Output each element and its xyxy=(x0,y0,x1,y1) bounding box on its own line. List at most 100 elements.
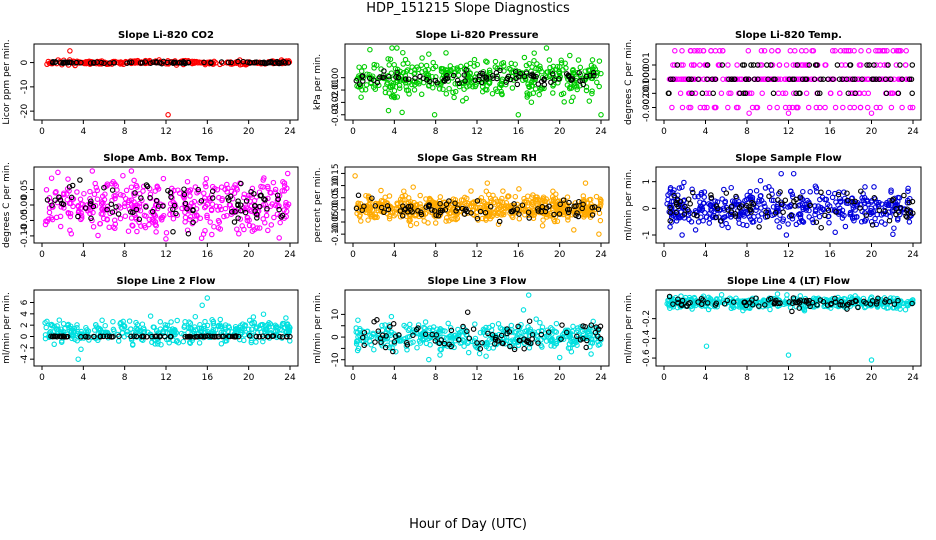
data-point xyxy=(156,334,163,340)
data-point xyxy=(698,204,705,210)
data-point xyxy=(818,189,824,196)
data-point xyxy=(812,208,819,214)
series-all xyxy=(44,48,293,118)
y-tick-label: 6 xyxy=(20,299,30,305)
data-point xyxy=(104,333,110,340)
data-point xyxy=(797,202,803,208)
data-point xyxy=(479,340,485,346)
data-point xyxy=(906,199,912,206)
data-point xyxy=(598,197,604,204)
data-point xyxy=(49,59,56,66)
data-point xyxy=(407,222,414,229)
data-point xyxy=(434,80,440,86)
x-tick-label: 16 xyxy=(824,250,836,260)
data-point xyxy=(741,302,747,309)
data-point xyxy=(65,209,71,216)
data-point xyxy=(786,76,793,82)
data-point xyxy=(48,175,55,181)
data-point xyxy=(174,317,180,324)
data-point xyxy=(462,194,468,201)
data-point xyxy=(790,170,797,177)
data-point xyxy=(787,48,794,54)
data-point xyxy=(204,322,211,329)
data-point xyxy=(173,338,180,345)
y-tick-label: -0.05 xyxy=(331,210,341,233)
data-point xyxy=(367,46,373,53)
data-point xyxy=(385,206,392,213)
data-point xyxy=(738,203,745,209)
data-point xyxy=(408,207,414,213)
data-point xyxy=(593,72,600,79)
data-point xyxy=(796,305,803,311)
data-point xyxy=(74,337,80,344)
data-point xyxy=(679,104,686,111)
data-point xyxy=(233,333,239,339)
data-point xyxy=(128,168,135,174)
data-point xyxy=(722,199,728,206)
data-point xyxy=(357,326,363,332)
data-point xyxy=(451,344,457,351)
data-point xyxy=(695,219,702,225)
data-point xyxy=(100,333,107,340)
data-point xyxy=(69,182,76,189)
data-point xyxy=(753,207,759,213)
data-point xyxy=(746,194,753,201)
data-point xyxy=(762,185,769,191)
data-point xyxy=(494,88,501,95)
data-point xyxy=(247,60,253,66)
data-point xyxy=(115,211,122,217)
data-point xyxy=(388,340,395,346)
data-point xyxy=(439,207,446,214)
data-point xyxy=(244,214,251,221)
data-point xyxy=(782,104,789,111)
data-point xyxy=(397,208,404,214)
data-point xyxy=(709,76,715,82)
data-point xyxy=(829,207,835,213)
series-subset xyxy=(44,177,286,237)
y-tick-label: -1 xyxy=(642,231,652,240)
data-point xyxy=(101,60,107,67)
data-point xyxy=(281,188,288,194)
data-point xyxy=(897,76,904,82)
data-point xyxy=(814,90,821,97)
y-tick-label: 1 xyxy=(642,179,652,185)
y-tick-label: 0.05 xyxy=(331,188,341,208)
data-point xyxy=(903,48,909,54)
data-point xyxy=(597,217,604,224)
data-point xyxy=(547,64,553,71)
data-point xyxy=(217,316,224,323)
x-tick-label: 12 xyxy=(160,127,171,137)
data-point xyxy=(498,212,505,218)
data-point xyxy=(109,209,116,215)
data-point xyxy=(167,206,174,213)
data-point xyxy=(568,335,575,342)
data-point xyxy=(780,218,786,224)
series-all xyxy=(42,168,292,242)
data-point xyxy=(87,188,93,195)
data-point xyxy=(772,210,779,216)
data-point xyxy=(839,215,846,221)
panel-title: Slope Line 3 Flow xyxy=(428,276,527,287)
y-axis-label: Licor ppm per min. xyxy=(2,39,12,124)
data-point xyxy=(757,62,763,68)
data-point xyxy=(556,75,562,82)
data-point xyxy=(484,203,490,210)
data-point xyxy=(120,172,126,179)
data-point xyxy=(906,76,913,82)
x-tick-label: 20 xyxy=(866,250,878,260)
data-point xyxy=(530,90,537,96)
data-point xyxy=(597,323,604,330)
data-point xyxy=(109,197,115,204)
panel-title: Slope Sample Flow xyxy=(735,153,842,164)
data-point xyxy=(498,332,505,339)
data-point xyxy=(407,216,413,222)
data-point xyxy=(128,59,135,66)
data-point xyxy=(529,332,536,338)
series-subset xyxy=(48,333,293,340)
data-point xyxy=(855,304,861,311)
data-point xyxy=(849,76,856,82)
data-point xyxy=(232,182,238,188)
x-tick-label: 16 xyxy=(513,250,525,260)
data-point xyxy=(153,197,160,204)
data-point xyxy=(279,212,286,219)
